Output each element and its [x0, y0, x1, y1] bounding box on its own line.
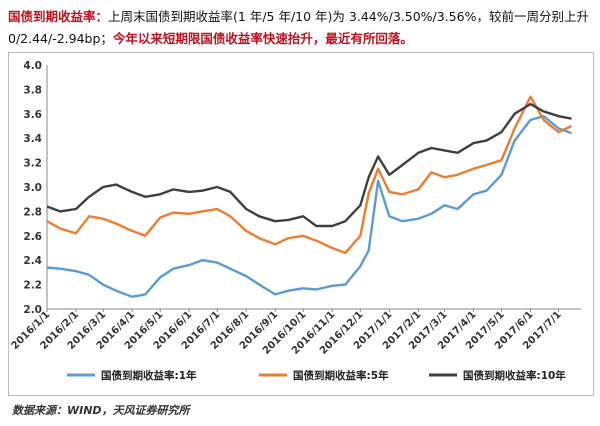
source-note: 数据来源：WIND，天风证券研究所 — [12, 404, 190, 417]
headline: 国债到期收益率：上周末国债到期收益率(1 年/5 年/10 年)为 3.44%/… — [8, 6, 594, 50]
legend-item-1: 国债到期收益率:1年 — [67, 369, 197, 382]
y-tick-label: 3.2 — [23, 158, 42, 170]
y-tick-label: 3.8 — [23, 84, 42, 96]
series-line-1 — [46, 115, 573, 299]
yield-line-chart: 2.02.22.42.62.83.03.23.43.63.84.02016/1/… — [10, 60, 581, 382]
y-tick-label: 4.0 — [23, 60, 42, 72]
y-tick-label: 2.6 — [23, 231, 42, 243]
headline-note: 今年以来短期限国债收益率快速抬升，最近有所回落。 — [112, 31, 413, 46]
y-tick-label: 2.4 — [23, 255, 42, 267]
series-line-3 — [46, 102, 572, 228]
y-tick-label: 2.8 — [23, 206, 42, 218]
series-line-2 — [46, 95, 573, 255]
y-tick-label: 3.4 — [23, 133, 42, 145]
headline-title: 国债到期收益率： — [8, 9, 109, 24]
legend-label: 国债到期收益率:1年 — [101, 369, 197, 382]
y-tick-label: 2.2 — [23, 280, 42, 292]
y-tick-label: 3.0 — [23, 182, 42, 194]
headline-body: 上周末国债到期收益率(1 年/5 年/10 年)为 3.44%/3.50%/3.… — [8, 9, 589, 46]
chart-frame: 2.0 2.2 2.4 2.6 2.8 3.0 3.2 3.4 3.6 3.8 4.0 2016/1/… — [8, 52, 594, 396]
legend-label: 国债到期收益率:10年 — [463, 369, 566, 382]
legend-item-3: 国债到期收益率:10年 — [429, 369, 566, 382]
legend-label: 国债到期收益率:5年 — [293, 369, 389, 382]
y-tick-label: 3.6 — [23, 109, 42, 121]
legend-item-2: 国债到期收益率:5年 — [259, 369, 389, 382]
y-tick-label: 2.0 — [23, 304, 42, 316]
